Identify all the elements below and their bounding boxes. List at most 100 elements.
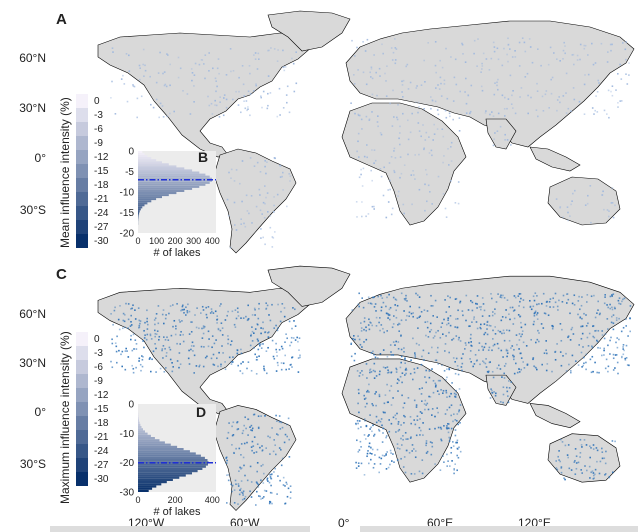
lake-point bbox=[499, 368, 502, 370]
lake-point bbox=[468, 325, 470, 328]
lake-point bbox=[612, 353, 615, 356]
lake-point bbox=[580, 351, 583, 354]
lake-point bbox=[615, 89, 617, 91]
lake-point bbox=[554, 350, 557, 353]
lake-point bbox=[168, 346, 171, 349]
lake-point bbox=[615, 354, 618, 356]
lake-point bbox=[233, 452, 235, 455]
lake-point bbox=[282, 107, 285, 109]
lake-point bbox=[188, 349, 190, 352]
lake-point bbox=[446, 368, 448, 370]
lake-point bbox=[458, 446, 460, 449]
lake-point bbox=[394, 47, 397, 49]
continent-eurasia bbox=[345, 20, 635, 148]
lake-point bbox=[229, 48, 232, 50]
lake-point bbox=[485, 58, 488, 60]
lake-point bbox=[357, 114, 360, 117]
lake-point bbox=[188, 333, 191, 335]
lake-point bbox=[443, 318, 445, 321]
lake-point bbox=[167, 339, 170, 341]
lake-point bbox=[428, 395, 430, 398]
lake-point bbox=[240, 467, 243, 469]
lake-point bbox=[228, 356, 231, 359]
lake-point bbox=[481, 62, 483, 65]
lake-point bbox=[452, 441, 454, 443]
lake-point bbox=[592, 444, 595, 446]
lake-point bbox=[363, 394, 365, 397]
lake-point bbox=[178, 366, 180, 369]
lake-point bbox=[610, 202, 613, 204]
lake-point bbox=[542, 292, 545, 295]
lake-point bbox=[255, 205, 258, 208]
lake-point bbox=[397, 423, 400, 425]
lake-point bbox=[484, 342, 487, 345]
lake-point bbox=[260, 332, 262, 335]
lake-point bbox=[405, 372, 407, 375]
lake-point bbox=[475, 302, 477, 305]
lake-point bbox=[390, 422, 393, 425]
histogram-bar bbox=[138, 196, 162, 199]
lake-point bbox=[365, 425, 368, 428]
lake-point bbox=[388, 389, 391, 392]
lake-point bbox=[276, 420, 278, 422]
lake-point bbox=[483, 346, 486, 349]
lake-point bbox=[488, 370, 490, 373]
lake-point bbox=[594, 330, 596, 332]
lake-point bbox=[377, 295, 379, 298]
lake-point bbox=[566, 293, 569, 295]
lake-point bbox=[207, 306, 210, 308]
lat-label-a-60n: 60°N bbox=[19, 51, 46, 65]
lake-point bbox=[172, 325, 174, 328]
lake-point bbox=[385, 95, 388, 97]
lake-point bbox=[529, 306, 532, 308]
lake-point bbox=[441, 66, 444, 69]
histogram-bar bbox=[138, 478, 173, 481]
lake-point bbox=[453, 76, 456, 79]
lake-point bbox=[404, 374, 406, 376]
lake-point bbox=[370, 169, 372, 172]
lake-point bbox=[238, 470, 240, 472]
lake-point bbox=[272, 237, 275, 239]
lake-point bbox=[592, 325, 595, 327]
lake-point bbox=[379, 75, 381, 77]
lake-point bbox=[152, 106, 155, 109]
lake-point bbox=[186, 310, 189, 312]
lake-point bbox=[284, 341, 286, 344]
lake-point bbox=[537, 48, 539, 50]
lake-point bbox=[281, 303, 284, 305]
lake-point bbox=[430, 149, 433, 152]
lake-point bbox=[253, 346, 255, 349]
lake-point bbox=[221, 327, 224, 329]
lake-point bbox=[496, 130, 499, 132]
lake-point bbox=[376, 121, 379, 123]
lake-point bbox=[588, 332, 591, 335]
lake-point bbox=[560, 339, 563, 342]
lake-point bbox=[394, 38, 396, 40]
lake-point bbox=[428, 136, 430, 138]
lake-point bbox=[583, 47, 586, 50]
lake-point bbox=[265, 447, 267, 449]
lake-point bbox=[146, 320, 148, 323]
lake-point bbox=[436, 316, 438, 318]
lake-point bbox=[256, 482, 258, 485]
lake-point bbox=[280, 448, 282, 451]
lake-point bbox=[236, 352, 239, 355]
lake-point bbox=[267, 104, 269, 107]
lake-point bbox=[276, 493, 278, 495]
lake-point bbox=[233, 180, 236, 182]
lake-point bbox=[193, 74, 196, 76]
lake-point bbox=[123, 326, 126, 329]
lake-point bbox=[237, 503, 239, 505]
lake-point bbox=[410, 472, 413, 475]
lake-point bbox=[614, 204, 616, 207]
lake-point bbox=[418, 316, 421, 319]
lake-point bbox=[262, 327, 264, 330]
lake-point bbox=[360, 168, 362, 171]
lake-point bbox=[432, 305, 434, 307]
lake-point bbox=[261, 449, 264, 451]
lake-point bbox=[562, 294, 565, 297]
lake-point bbox=[275, 351, 278, 354]
lake-point bbox=[470, 299, 472, 302]
lake-point bbox=[420, 84, 423, 86]
lake-point bbox=[494, 312, 496, 315]
